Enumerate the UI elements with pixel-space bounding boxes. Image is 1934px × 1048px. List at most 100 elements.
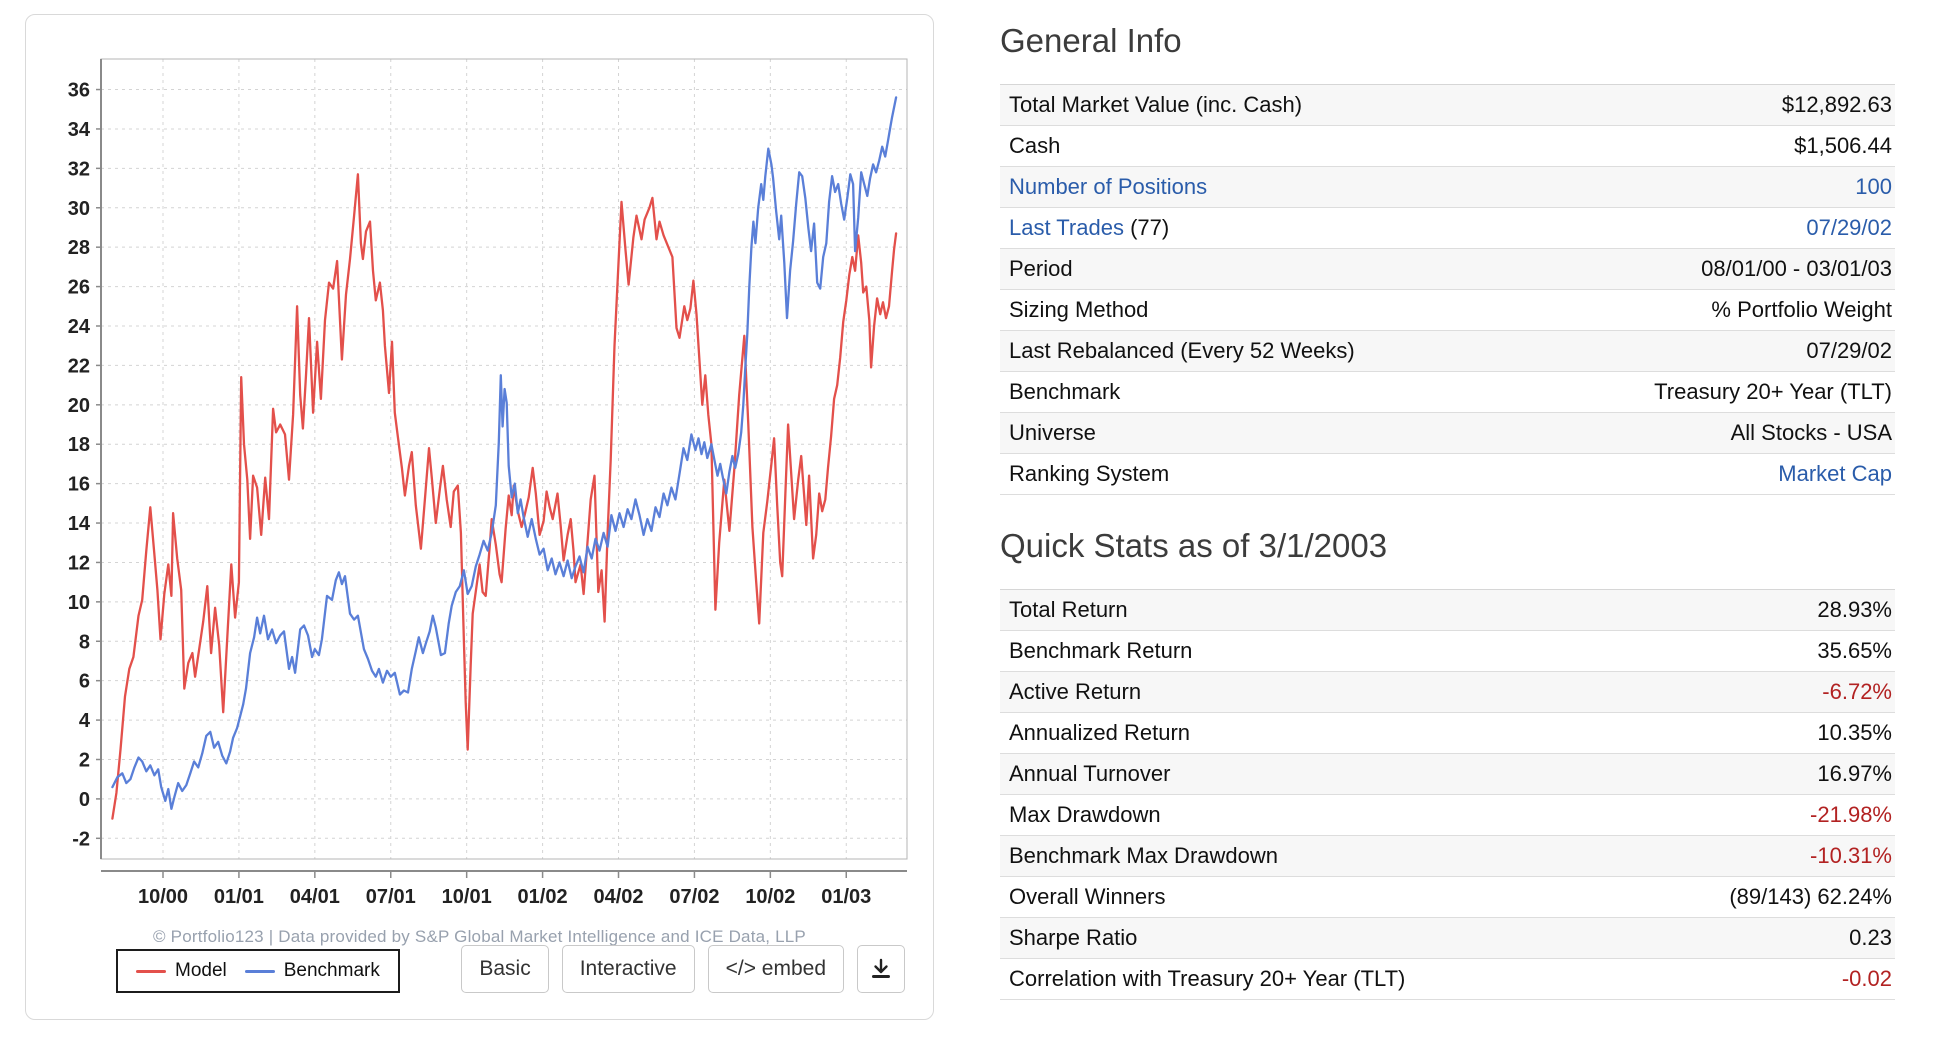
quick-stats-row-value: 16.97%: [1817, 760, 1892, 786]
x-tick-label: 07/02: [669, 886, 719, 908]
quick-stats-label-text: Total Return: [1009, 596, 1128, 622]
quick-stats-row-label: Max Drawdown: [1009, 802, 1161, 828]
general-info-row: Number of Positions 100: [1000, 166, 1895, 208]
y-tick-label: 36: [68, 80, 90, 102]
y-tick-label: 14: [68, 513, 91, 535]
quick-stats-row-value: -6.72%: [1822, 678, 1892, 704]
general-info-label-text: Ranking System: [1009, 460, 1170, 486]
general-info-row-value[interactable]: 07/29/02: [1806, 214, 1892, 240]
quick-stats-label-text: Benchmark Max Drawdown: [1009, 842, 1278, 868]
y-tick-label: 22: [68, 355, 90, 377]
quick-stats-row-value: (89/143) 62.24%: [1729, 883, 1892, 909]
legend-label-benchmark: Benchmark: [283, 960, 380, 981]
quick-stats-table: Total Return 28.93% Benchmark Return 35.65%…: [1000, 588, 1895, 1000]
y-tick-label: 26: [68, 277, 90, 299]
quick-stats-label-text: Active Return: [1009, 678, 1142, 704]
download-chart-button[interactable]: [857, 945, 905, 993]
general-info-label-link[interactable]: Last Trades: [1009, 214, 1124, 240]
quick-stats-row: Active Return -6.72%: [1000, 671, 1895, 713]
general-info-row-value: $12,892.63: [1781, 91, 1892, 117]
y-tick-label: 20: [68, 395, 90, 417]
quick-stats-row-label: Annualized Return: [1009, 720, 1190, 746]
legend-item-model: Model: [136, 960, 227, 982]
quick-stats-row-value: 0.23: [1849, 924, 1892, 950]
quick-stats-row-label: Overall Winners: [1009, 884, 1165, 910]
general-info-row-value: All Stocks - USA: [1730, 419, 1892, 445]
performance-chart: -202468101214161820222426283032343610/00…: [68, 58, 908, 908]
general-info-row-value: Treasury 20+ Year (TLT): [1654, 378, 1892, 404]
x-tick-label: 10/02: [745, 886, 795, 908]
quick-stats-row: Max Drawdown -21.98%: [1000, 795, 1895, 836]
performance-chart-card: -2 0 2 4 6 8 10 12 14 16 18 20 22 24 26 28 30 32 34 36 10/00…: [25, 14, 934, 1020]
y-tick-label: 4: [79, 710, 91, 732]
general-info-row: Universe All Stocks - USA: [1000, 412, 1895, 454]
general-info-row-label: Last Rebalanced (Every 52 Weeks): [1009, 338, 1355, 364]
quick-stats-label-text: Annual Turnover: [1009, 760, 1171, 786]
general-info-row-label: Last Trades (77): [1009, 215, 1169, 241]
x-tick-label: 10/01: [442, 886, 492, 908]
quick-stats-row-label: Correlation with Treasury 20+ Year (TLT): [1009, 966, 1405, 992]
general-info-label-text: Benchmark: [1009, 378, 1121, 404]
quick-stats-row-label: Total Return: [1009, 597, 1128, 623]
general-info-row-value: $1,506.44: [1794, 132, 1892, 158]
x-tick-label: 07/01: [366, 886, 416, 908]
model-series-line: [111, 173, 898, 820]
legend-label-model: Model: [175, 960, 227, 981]
x-tick-label: 04/01: [290, 886, 340, 908]
x-tick-label: 01/01: [214, 886, 264, 908]
quick-stats-row: Benchmark Max Drawdown -10.31%: [1000, 835, 1895, 877]
embed-button[interactable]: </> embed: [707, 945, 844, 993]
general-info-title: General Info: [1000, 22, 1182, 59]
quick-stats-row-value: -10.31%: [1810, 842, 1892, 868]
general-info-label-text: Total Market Value (inc. Cash): [1009, 91, 1303, 117]
x-tick-label: 01/03: [821, 886, 871, 908]
chart-toolbar: Basic Interactive </> embed: [461, 945, 905, 993]
general-info-row-label: Ranking System: [1009, 461, 1169, 487]
y-tick-label: 0: [79, 789, 90, 811]
general-info-row-value[interactable]: Market Cap: [1778, 460, 1892, 486]
general-info-label-text: Universe: [1009, 419, 1096, 445]
quick-stats-label-text: Max Drawdown: [1009, 801, 1161, 827]
quick-stats-row: Annualized Return 10.35%: [1000, 713, 1895, 754]
general-info-row-value: 07/29/02: [1806, 337, 1892, 363]
quick-stats-label-text: Correlation with Treasury 20+ Year (TLT): [1009, 965, 1406, 991]
interactive-view-button[interactable]: Interactive: [561, 945, 695, 993]
general-info-label-text: Cash: [1009, 132, 1061, 158]
chart-attribution: © Portfolio123 | Data provided by S&P Gl…: [153, 927, 806, 946]
quick-stats-row-value: 35.65%: [1817, 637, 1892, 663]
general-info-row: Last Trades (77) 07/29/02: [1000, 208, 1895, 249]
general-info-row: Last Rebalanced (Every 52 Weeks) 07/29/02: [1000, 330, 1895, 372]
benchmark-series-line: [111, 96, 898, 810]
general-info-row: Period 08/01/00 - 03/01/03: [1000, 248, 1895, 290]
general-info-row: Benchmark Treasury 20+ Year (TLT): [1000, 372, 1895, 413]
general-info-label-link[interactable]: Number of Positions: [1009, 173, 1208, 199]
general-info-label-suffix: (77): [1123, 214, 1170, 240]
x-tick-label: 10/00: [138, 886, 188, 908]
y-tick-label: -2: [72, 828, 90, 850]
quick-stats-row-label: Sharpe Ratio: [1009, 925, 1137, 951]
quick-stats-row-label: Benchmark Return: [1009, 638, 1192, 664]
y-tick-label: 6: [79, 671, 90, 693]
quick-stats-label-text: Benchmark Return: [1009, 637, 1193, 663]
general-info-row-label: Number of Positions: [1009, 174, 1207, 200]
general-info-row-label: Sizing Method: [1009, 297, 1148, 323]
y-tick-label: 16: [68, 474, 90, 496]
quick-stats-row: Sharpe Ratio 0.23: [1000, 917, 1895, 959]
general-info-row: Cash $1,506.44: [1000, 126, 1895, 167]
quick-stats-row-value: -0.02: [1841, 965, 1892, 991]
basic-view-button[interactable]: Basic: [461, 945, 549, 993]
general-info-label-text: Sizing Method: [1009, 296, 1149, 322]
general-info-row: Total Market Value (inc. Cash) $12,892.63: [1000, 84, 1895, 126]
general-info-table: Total Market Value (inc. Cash) $12,892.63…: [1000, 83, 1895, 495]
summary-panel: General Info Total Market Value (inc. Ca…: [1000, 0, 1895, 1000]
quick-stats-label-text: Annualized Return: [1009, 719, 1191, 745]
general-info-row-value[interactable]: 100: [1855, 173, 1892, 199]
y-tick-label: 18: [68, 434, 90, 456]
general-info-row-label: Cash: [1009, 133, 1060, 159]
quick-stats-title: Quick Stats as of 3/1/2003: [1000, 526, 1388, 564]
general-info-row: Sizing Method % Portfolio Weight: [1000, 290, 1895, 331]
general-info-row: Ranking System Market Cap: [1000, 454, 1895, 495]
y-tick-label: 10: [68, 592, 90, 614]
quick-stats-label-text: Sharpe Ratio: [1009, 924, 1138, 950]
